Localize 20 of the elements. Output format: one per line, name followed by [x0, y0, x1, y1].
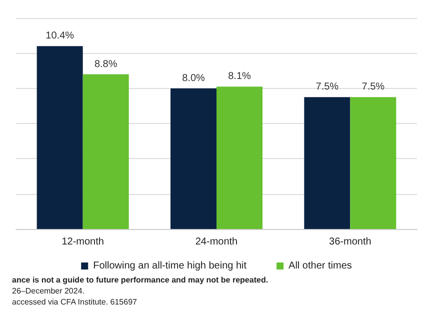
bar — [82, 74, 129, 229]
data-label: 7.5% — [362, 82, 385, 93]
bar — [216, 86, 262, 229]
data-label: 8.1% — [228, 71, 252, 82]
text: ance is not a guide to future performance and may not be repeated. — [12, 276, 268, 284]
legend-label: Following an all-time high being hit — [93, 260, 247, 272]
bar — [36, 46, 83, 229]
x-tick-label: 36-month — [329, 236, 372, 248]
text: accessed via CFA Institute. 615697 — [12, 298, 138, 306]
bar — [350, 97, 396, 229]
data-label: 10.4% — [46, 30, 74, 42]
data-label: 8.8% — [94, 58, 118, 70]
x-tick-label: 12-month — [62, 236, 104, 248]
x-tick-label: 24-month — [195, 236, 238, 248]
bar — [170, 88, 216, 229]
data-label: 7.5% — [316, 82, 339, 93]
legend-label: All other times — [288, 260, 352, 272]
bar — [304, 97, 350, 229]
data-label: 8.0% — [182, 72, 206, 84]
text: 26–December 2024. — [12, 286, 84, 296]
